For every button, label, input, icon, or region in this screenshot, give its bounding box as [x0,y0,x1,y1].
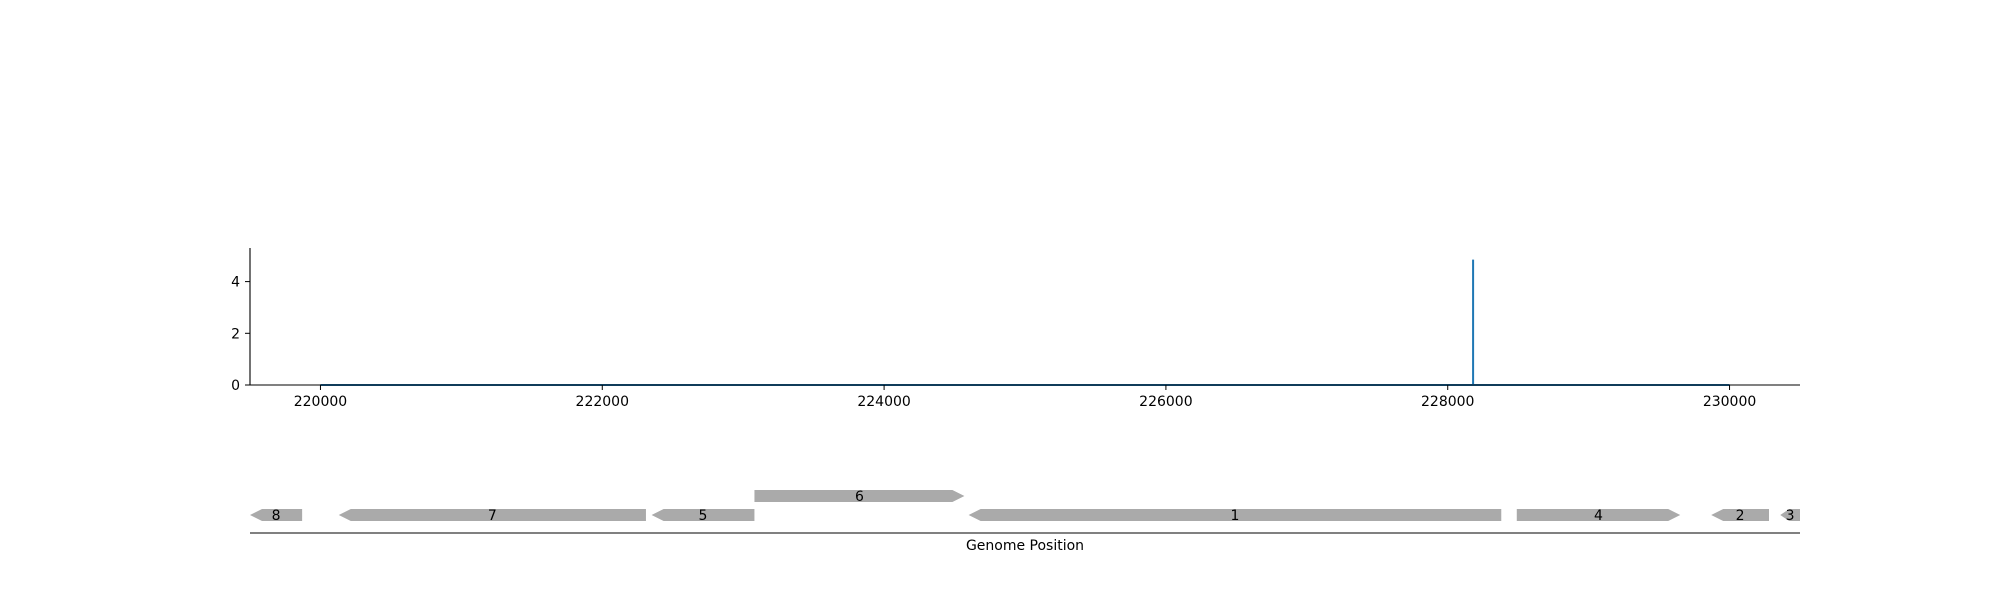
x-tick-label: 220000 [294,394,347,410]
gene-feature-1 [968,509,1502,521]
gene-feature-8 [250,509,303,521]
coverage-x-ticks: 220000 222000 224000 226000 228000 230000 [294,385,1756,410]
y-tick-label: 4 [231,275,240,291]
x-tick-label: 222000 [576,394,629,410]
gene-feature-3 [1780,509,1800,521]
x-tick-label: 228000 [1421,394,1474,410]
gene-feature-label: 6 [855,489,864,505]
gene-feature-label: 2 [1736,508,1745,524]
gene-feature-label: 8 [272,508,281,524]
x-tick-label: 226000 [1139,394,1192,410]
x-tick-label: 230000 [1703,394,1756,410]
gene-feature-label: 1 [1230,508,1239,524]
gene-feature-label: 3 [1786,508,1795,524]
y-tick-label: 2 [231,326,240,342]
gene-feature-7 [338,509,646,521]
gene-features: 8 7 5 6 1 4 2 3 [250,489,1800,524]
gene-track-x-axis-label: Genome Position [966,538,1084,554]
gene-feature-4 [1516,509,1681,521]
gene-feature-label: 5 [699,508,708,524]
gene-track: 8 7 5 6 1 4 2 3 Genome Position [250,489,1800,554]
x-tick-label: 224000 [857,394,910,410]
coverage-plot: 220000 222000 224000 226000 228000 230000 0 2 4 [231,248,1800,410]
gene-feature-label: 7 [488,508,497,524]
coverage-y-ticks: 0 2 4 [231,275,250,394]
y-tick-label: 0 [231,378,240,394]
gene-feature-2 [1711,509,1769,521]
gene-feature-label: 4 [1594,508,1603,524]
gene-feature-5 [651,509,755,521]
gene-feature-6 [754,490,965,502]
